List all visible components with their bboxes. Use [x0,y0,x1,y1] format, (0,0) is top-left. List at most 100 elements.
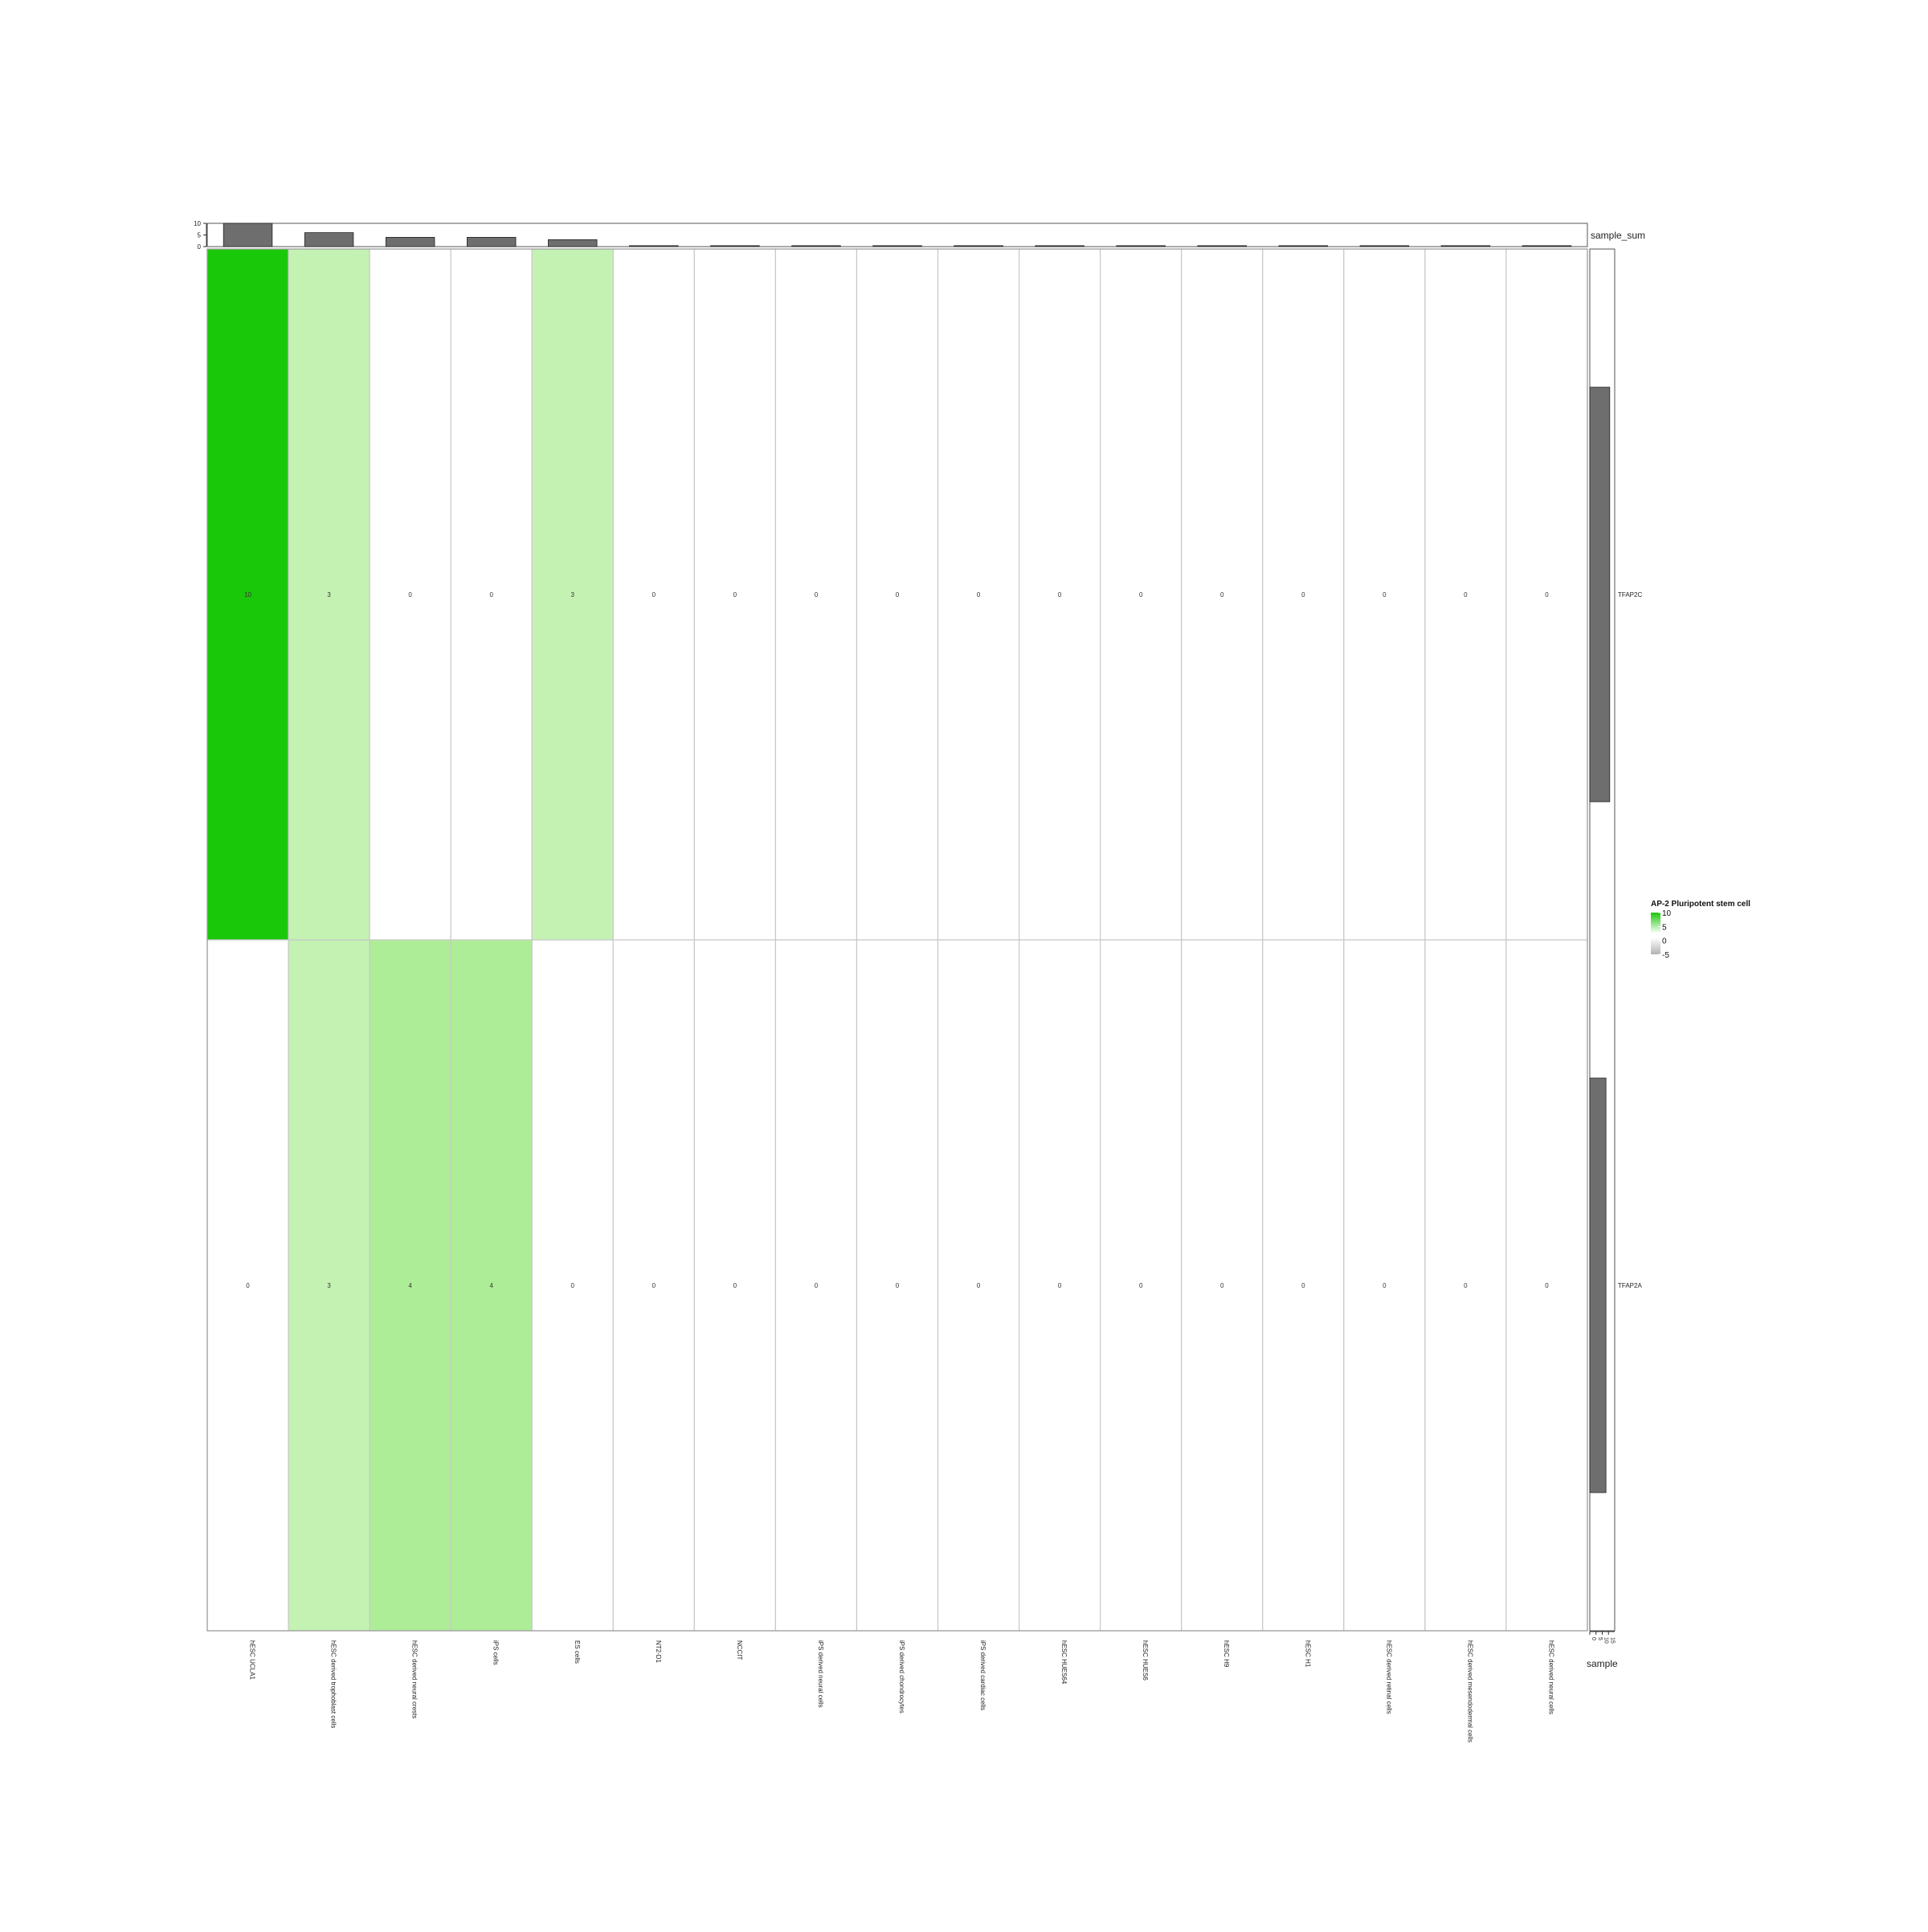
heatmap-cell-tfap2a-9 [856,939,939,1632]
sample-sum-bar [872,245,922,247]
column-label: hESC H9 [1223,1640,1230,1668]
right-annotation: TFAP2C TFAP2A 0 5 10 15 sample [1587,248,1642,1669]
column-label: hESC derived mesendodermal cells [1466,1640,1473,1742]
heatmap-cell-tfap2a-14 [1262,939,1345,1632]
sample-sum-bar [1197,245,1247,247]
heatmap-cell-tfap2c-8 [774,248,858,941]
heatmap-cell-tfap2a-8 [774,939,858,1632]
column-label: hESC HUES6 [1142,1640,1149,1681]
column-label: NT2-D1 [655,1640,662,1664]
heatmap-body: 10 3 0 0 3 0 0 0 0 0 0 0 0 0 0 0 0 0 3 4 4 0 0 0 0 0 0 0 0 0 0 0 0 0 [206,248,1588,1632]
cell-value-label: 4 [408,1282,412,1289]
heatmap-cell-tfap2a-4 [450,939,533,1632]
cell-value-label: 0 [733,591,737,598]
right-annotation-label: sample [1587,1658,1618,1669]
cell-value-label: 0 [1220,591,1224,598]
cell-value-label: 0 [896,591,900,598]
heatmap-cell-tfap2a-17 [1505,939,1588,1632]
cell-value-label: 0 [733,1282,737,1289]
right-axis-tick-label: 0 [1591,1637,1596,1640]
heatmap-cell-tfap2c-4 [450,248,533,941]
row-label: TFAP2A [1618,1282,1642,1289]
heatmap-cell-tfap2a-6 [612,939,695,1632]
cell-value-label: 0 [1301,1282,1305,1289]
legend-tick-label: 5 [1662,923,1667,932]
cell-value-label: 3 [571,591,575,598]
cell-value-label: 0 [1139,1282,1143,1289]
right-axis-tick-label: 15 [1609,1637,1615,1644]
sample-sum-bar [1116,245,1166,247]
sample-sum-bar [1035,245,1084,247]
cell-value-label: 3 [327,591,331,598]
top-axis-tick-label: 10 [194,220,201,227]
legend-tick-label: 0 [1662,937,1667,946]
top-axis-tick-label: 0 [198,243,202,251]
sample-sum-bar [385,236,435,247]
sample-sum-bar [1522,245,1572,247]
cell-value-label: 0 [571,1282,575,1289]
legend-tick-label: 10 [1662,909,1672,918]
heatmap-cell-tfap2c-6 [612,248,695,941]
sample-sum-bar [223,223,273,247]
heatmap-border [206,248,1588,1632]
column-labels: hESC UCLA1 hESC derived trophoblast cells… [249,1640,1555,1742]
sample-sum-bar [710,245,760,247]
column-label: iPS derived chondrocytes [898,1640,905,1713]
cell-value-label: 0 [977,591,981,598]
cell-value-label: 0 [815,1282,819,1289]
heatmap-cell-tfap2c-15 [1343,248,1426,941]
heatmap-cell-tfap2a-7 [693,939,777,1632]
heatmap-cell-tfap2c-5 [531,248,614,941]
cell-value-label: 0 [1139,591,1143,598]
heatmap-cell-tfap2a-15 [1343,939,1426,1632]
cell-value-label: 0 [1464,1282,1468,1289]
cell-value-label: 0 [1464,591,1468,598]
column-label: hESC derived trophoblast cells [330,1640,337,1728]
heatmap-cell-tfap2c-2 [288,248,370,941]
column-label: hESC H1 [1304,1640,1311,1668]
column-label: iPS cells [492,1640,500,1665]
heatmap-cell-tfap2c-3 [369,248,451,941]
cell-value-label: 0 [896,1282,900,1289]
legend-title: AP-2 Pluripotent stem cell [1651,900,1750,909]
sample-sum-bar [304,232,354,247]
column-label: iPS derived neural cells [817,1640,824,1708]
heatmap-cell-tfap2a-5 [531,939,614,1632]
heatmap-cell-tfap2c-17 [1505,248,1588,941]
heatmap-cell-tfap2c-11 [1018,248,1101,941]
sample-bar-tfap2c [1589,386,1611,803]
column-label: iPS derived cardiac cells [979,1640,986,1710]
heatmap-cell-tfap2c-10 [937,248,1020,941]
cell-value-label: 0 [1301,591,1305,598]
column-label: hESC derived neural cells [1547,1640,1554,1714]
sample-sum-bar [1278,245,1329,247]
cell-value-label: 0 [652,1282,656,1289]
sample-sum-bar [954,245,1003,247]
sample-sum-bar [629,245,679,247]
sample-sum-bar [1359,245,1410,247]
top-axis-tick-label: 5 [198,232,202,239]
column-label: hESC derived retinal cells [1385,1640,1392,1714]
cell-value-label: 0 [1545,591,1549,598]
right-axis-tick-label: 5 [1597,1637,1603,1640]
column-label: hESC derived neural crests [411,1640,419,1718]
heatmap-cell-tfap2a-2 [288,939,370,1632]
cell-value-label: 0 [977,1282,981,1289]
heatmap-cell-tfap2a-10 [937,939,1020,1632]
cell-value-label: 0 [246,1282,250,1289]
heatmap-cell-tfap2c-16 [1424,248,1507,941]
cell-value-label: 10 [244,591,251,598]
legend-tick-label: -5 [1662,951,1669,960]
sample-sum-bar [1440,245,1491,247]
sample-sum-bar [466,236,517,247]
legend-color-bar [1651,913,1660,954]
cell-value-label: 3 [327,1282,331,1289]
cell-value-label: 0 [1545,1282,1549,1289]
cell-value-label: 0 [652,591,656,598]
heatmap-cell-tfap2a-13 [1181,939,1264,1632]
heatmap-cell-tfap2a-1 [206,939,289,1632]
cell-value-label: 0 [815,591,819,598]
row-label: TFAP2C [1618,591,1642,598]
